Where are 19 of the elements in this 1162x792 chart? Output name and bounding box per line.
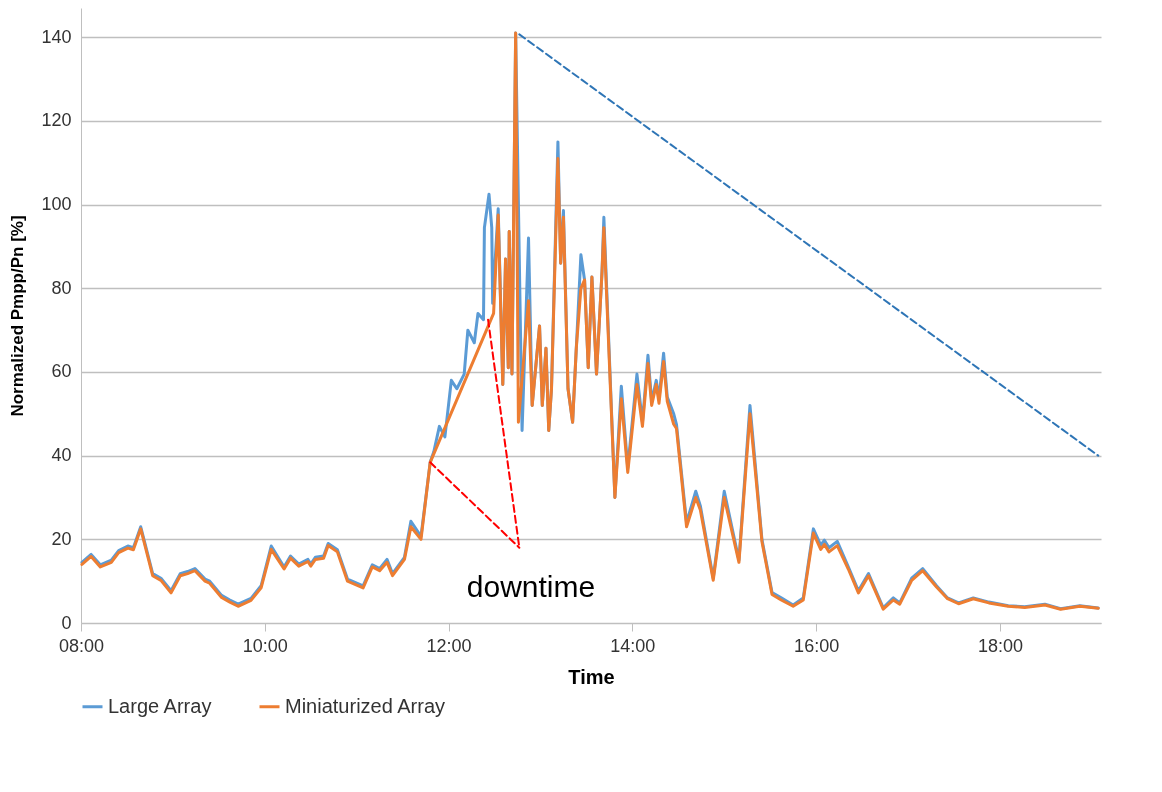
x-tick-label: 12:00 <box>426 635 472 656</box>
annotation: downtime <box>466 570 596 603</box>
y-tick-label: 60 <box>51 361 72 382</box>
x-tick-label: 14:00 <box>610 635 656 656</box>
y-axis-title: Normalized Pmpp/Pn [%] <box>8 215 28 417</box>
y-tick-label: 0 <box>61 612 72 633</box>
y-tick-label: 40 <box>51 445 72 466</box>
x-tick-label: 16:00 <box>794 635 840 656</box>
legend-label: Miniaturized Array <box>285 694 446 717</box>
y-tick-label: 20 <box>51 528 72 549</box>
x-tick-label: 08:00 <box>58 635 105 656</box>
legend-label: Large Array <box>108 694 212 717</box>
y-tick-label: 80 <box>51 277 72 298</box>
x-tick-label: 10:00 <box>242 635 288 656</box>
y-tick-label: 120 <box>41 110 72 131</box>
x-axis-title: Time <box>568 665 615 688</box>
y-tick-label: 140 <box>41 26 72 47</box>
y-tick-label: 100 <box>41 194 72 215</box>
x-tick-label: 18:00 <box>977 635 1023 656</box>
